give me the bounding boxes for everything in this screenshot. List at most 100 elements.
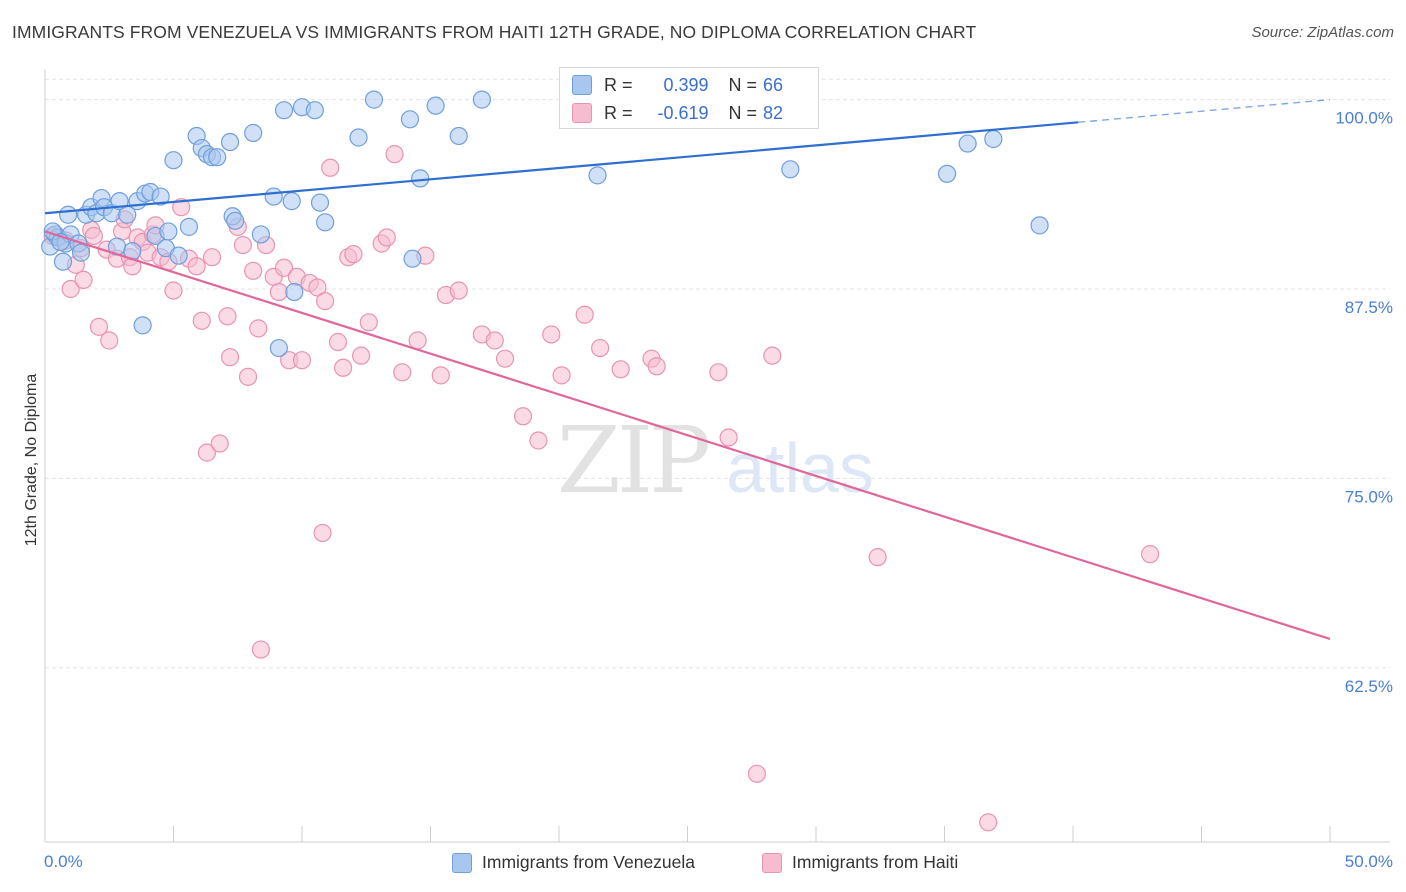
haiti-point: [192, 311, 211, 330]
watermark: ZIP atlas: [557, 407, 874, 514]
haiti-point: [542, 325, 561, 344]
haiti-point: [218, 307, 237, 326]
x-tick-label-min: 0.0%: [44, 852, 83, 871]
stats-n-value: 82: [763, 102, 784, 123]
haiti-point: [591, 338, 610, 358]
haiti-point: [485, 331, 504, 350]
haiti-point: [321, 158, 340, 177]
venezuela-point: [251, 225, 270, 244]
y-tick-label: 100.0%: [1335, 109, 1393, 128]
trend-lines: [44, 98, 1331, 641]
haiti-point: [408, 331, 427, 350]
stats-row-venezuela: R = 0.399 N = 66: [572, 72, 783, 98]
venezuela-point: [53, 252, 73, 271]
venezuela-point: [472, 90, 491, 109]
venezuela-point: [1030, 216, 1049, 235]
haiti-point: [709, 363, 728, 382]
venezuela-point: [364, 90, 384, 109]
haiti-point: [344, 245, 363, 264]
haiti-point: [377, 228, 396, 247]
haiti-point: [164, 281, 183, 300]
haiti-point: [313, 523, 332, 543]
venezuela-point: [426, 96, 445, 115]
venezuela-point: [133, 316, 152, 335]
y-tick-label: 75.0%: [1345, 487, 1393, 506]
chart-title: IMMIGRANTS FROM VENEZUELA VS IMMIGRANTS …: [12, 22, 977, 42]
y-tick-label: 87.5%: [1345, 298, 1393, 317]
haiti-point: [89, 317, 109, 336]
haiti-point: [251, 640, 270, 659]
haiti-point: [220, 348, 240, 367]
haiti-point: [529, 431, 548, 450]
haiti-point: [249, 319, 268, 338]
stats-r-label: R =: [604, 74, 633, 95]
venezuela-point: [220, 132, 240, 152]
haiti-point: [308, 278, 327, 297]
haiti-point: [187, 257, 206, 276]
venezuela-point: [285, 282, 304, 302]
stats-n-label: N =: [728, 102, 758, 123]
venezuela-point: [588, 166, 607, 185]
haiti-point: [210, 434, 229, 453]
venezuela-point: [305, 101, 324, 120]
venezuela-point: [274, 101, 294, 120]
legend-item-haiti: Immigrants from Haiti: [762, 852, 958, 873]
haiti-point: [197, 443, 217, 462]
haiti-point: [552, 366, 571, 385]
haiti-point: [763, 346, 782, 365]
legend-label-haiti: Immigrants from Haiti: [792, 852, 959, 872]
haiti-point: [274, 258, 294, 277]
venezuela-point: [984, 129, 1003, 149]
venezuela-point: [169, 246, 188, 265]
y-tick-labels: 62.5% 75.0% 87.5% 100.0%: [1335, 109, 1393, 696]
haiti-point: [202, 248, 222, 267]
venezuela-point: [151, 187, 170, 206]
haiti-point: [292, 351, 312, 370]
haiti-point: [359, 313, 378, 332]
venezuela-trend-line: [44, 121, 1079, 215]
venezuela-point: [269, 338, 288, 358]
venezuela-point: [316, 213, 335, 232]
haiti-point: [172, 198, 191, 217]
haiti-point: [647, 357, 666, 376]
haiti-point: [611, 360, 630, 379]
haiti-point: [100, 331, 119, 350]
venezuela-point: [244, 123, 263, 143]
stats-r-value: -0.619: [657, 102, 709, 123]
venezuela-point: [179, 217, 199, 236]
legend: Immigrants from Venezuela Immigrants fro…: [0, 852, 1406, 878]
haiti-trend-line: [44, 230, 1331, 641]
venezuela-point: [59, 205, 78, 224]
watermark-atlas: atlas: [726, 429, 874, 507]
haiti-point: [495, 349, 515, 368]
haiti-point: [1140, 545, 1160, 564]
stats-swatch-venezuela: [572, 75, 592, 95]
venezuela-point: [164, 151, 183, 170]
haiti-point: [747, 764, 766, 783]
haiti-point: [719, 428, 738, 447]
venezuela-point: [264, 187, 283, 206]
venezuela-point: [403, 249, 422, 268]
stats-r-value: 0.399: [663, 74, 709, 95]
stats-row-haiti: R = -0.619 N = 82: [572, 100, 783, 126]
venezuela-point: [226, 211, 245, 230]
haiti-point: [513, 407, 533, 426]
haiti-point: [431, 366, 450, 385]
legend-item-venezuela: Immigrants from Venezuela: [452, 852, 695, 873]
stats-box: R = 0.399 N = 66 R = -0.619 N = 82: [559, 67, 819, 129]
legend-swatch-haiti: [762, 852, 782, 873]
venezuela-point: [449, 126, 468, 146]
stats-r-label: R =: [604, 102, 633, 123]
venezuela-point: [400, 110, 420, 129]
venezuela-point: [71, 243, 91, 262]
haiti-point: [334, 358, 353, 377]
venezuela-point: [937, 164, 957, 183]
venezuela-point: [159, 222, 178, 241]
venezuela-point: [310, 193, 330, 212]
haiti-point: [233, 235, 252, 255]
haiti-point: [269, 282, 288, 302]
venezuela-point: [349, 128, 368, 147]
haiti-point: [244, 261, 263, 280]
y-tick-label: 62.5%: [1345, 677, 1393, 696]
